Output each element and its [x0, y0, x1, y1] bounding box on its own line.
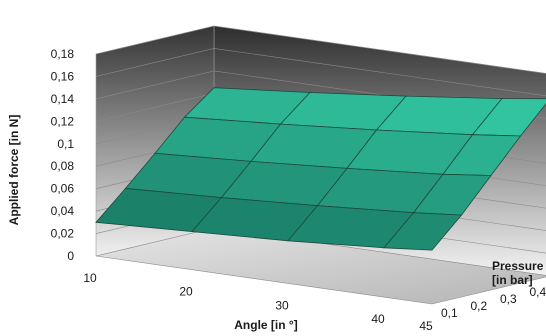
- surface-mesh: [95, 87, 546, 251]
- z-tick-label: 0,02: [51, 227, 75, 241]
- gridline-z: [95, 25, 546, 74]
- z-tick-label: 0: [67, 249, 74, 263]
- x-axis-title: Angle [in °]: [234, 318, 297, 332]
- z-tick-label: 0,06: [51, 182, 75, 196]
- x-tick-label: 20: [179, 285, 193, 299]
- depth-axis-title-line-2: [in bar]: [492, 273, 533, 287]
- tick-labels: 0 0,02 0,04 0,06 0,08 0,1 0,12 0,14 0,16 0,18 10 20…: [51, 47, 546, 333]
- surface-patch: [383, 212, 463, 251]
- z-tick-label: 0,18: [51, 47, 75, 61]
- z-tick-label: 0,04: [51, 204, 75, 218]
- z-tick-label: 0,08: [51, 159, 75, 173]
- gridline-z: [95, 48, 546, 97]
- depth-tick-label: 0,1: [441, 306, 458, 320]
- x-tick-label: 10: [83, 271, 97, 285]
- x-tick-label: 45: [419, 319, 433, 333]
- depth-tick-label: 0,2: [471, 299, 488, 313]
- x-tick-label: 30: [275, 298, 289, 312]
- depth-tick-label: 0,4: [530, 285, 546, 299]
- depth-axis-title-line-1: Pressure: [492, 259, 544, 273]
- z-tick-label: 0,14: [51, 92, 75, 106]
- z-tick-label: 0,1: [57, 137, 74, 151]
- z-tick-label: 0,16: [51, 69, 75, 83]
- depth-tick-label: 0,3: [500, 292, 517, 306]
- depth-axis-title: Pressure [in bar]: [492, 259, 546, 287]
- x-tick-label: 40: [371, 312, 385, 326]
- z-tick-label: 0,12: [51, 114, 75, 128]
- floor: [95, 227, 546, 305]
- z-axis-title: Applied force [in N]: [7, 115, 21, 226]
